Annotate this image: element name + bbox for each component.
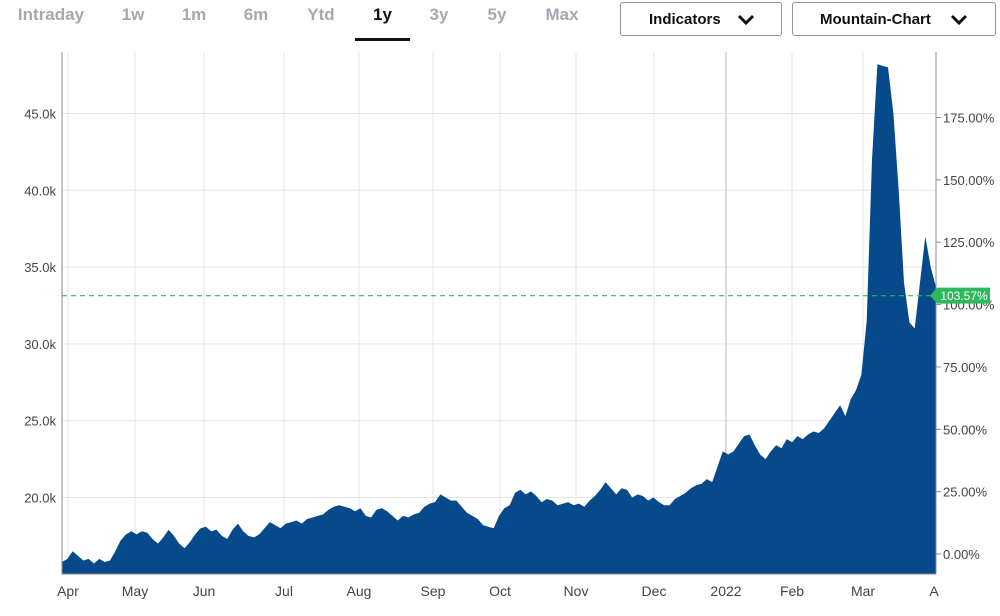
- x-tick-label: Feb: [780, 583, 804, 599]
- tab-max[interactable]: Max: [545, 5, 579, 24]
- tab-6m[interactable]: 6m: [243, 5, 269, 24]
- x-tick-label: May: [122, 583, 148, 599]
- x-tick-label: Oct: [489, 583, 511, 599]
- y-right-tick-label: 0.00%: [943, 547, 980, 562]
- indicators-label: Indicators: [649, 11, 721, 28]
- tabs-fade: [580, 0, 620, 44]
- chart-axes: [61, 52, 937, 575]
- y-right-tick-label: 25.00%: [943, 485, 988, 500]
- chevron-down-icon: [737, 14, 755, 26]
- y-left-tick-label: 40.0k: [24, 183, 56, 198]
- reference-label: 103.57%: [940, 289, 988, 303]
- chart-ticks: 20.0k 25.0k 30.0k 35.0k 40.0k 45.0k Apr May Jun J…: [24, 107, 995, 600]
- y-right-tick-label: 50.00%: [943, 422, 988, 437]
- chart-grid: [62, 52, 936, 574]
- chart-type-dropdown[interactable]: Mountain-Chart: [792, 2, 996, 36]
- x-tick-label: Jun: [193, 583, 216, 599]
- tab-ytd[interactable]: Ytd: [307, 5, 335, 24]
- x-tick-label: Sep: [421, 583, 446, 599]
- x-tick-label: A: [929, 583, 939, 599]
- chevron-down-icon: [950, 14, 968, 26]
- x-tick-label: Dec: [642, 583, 667, 599]
- tab-5y[interactable]: 5y: [487, 5, 507, 24]
- tab-intraday[interactable]: Intraday: [17, 5, 85, 24]
- x-tick-label: Mar: [851, 583, 875, 599]
- tab-1w[interactable]: 1w: [121, 5, 145, 24]
- x-tick-label: Jul: [275, 583, 293, 599]
- indicators-dropdown[interactable]: Indicators: [620, 2, 782, 36]
- series-area: [62, 64, 936, 575]
- y-left-tick-label: 45.0k: [24, 107, 56, 122]
- y-right-tick-label: 125.00%: [943, 235, 995, 250]
- tab-1m[interactable]: 1m: [181, 5, 207, 24]
- x-tick-label: 2022: [710, 583, 741, 599]
- y-left-tick-label: 25.0k: [24, 414, 56, 429]
- y-right-tick-label: 175.00%: [943, 111, 995, 126]
- chart-type-label: Mountain-Chart: [820, 11, 931, 28]
- x-tick-label: Nov: [564, 583, 589, 599]
- y-right-tick-label: 75.00%: [943, 360, 988, 375]
- x-tick-label: Apr: [57, 583, 79, 599]
- y-left-tick-label: 30.0k: [24, 337, 56, 352]
- reference-badge: [930, 287, 990, 304]
- y-left-tick-label: 20.0k: [24, 491, 56, 506]
- tab-3y[interactable]: 3y: [429, 5, 449, 24]
- x-tick-label: Aug: [347, 583, 372, 599]
- tab-1y[interactable]: 1y: [355, 4, 410, 41]
- y-left-tick-label: 35.0k: [24, 260, 56, 275]
- toolbar: Intraday 1w 1m 6m Ytd 1y 3y 5y Max Indic…: [0, 0, 1000, 50]
- y-right-tick-label: 150.00%: [943, 173, 995, 188]
- reference-line-group: 103.57%: [62, 287, 990, 304]
